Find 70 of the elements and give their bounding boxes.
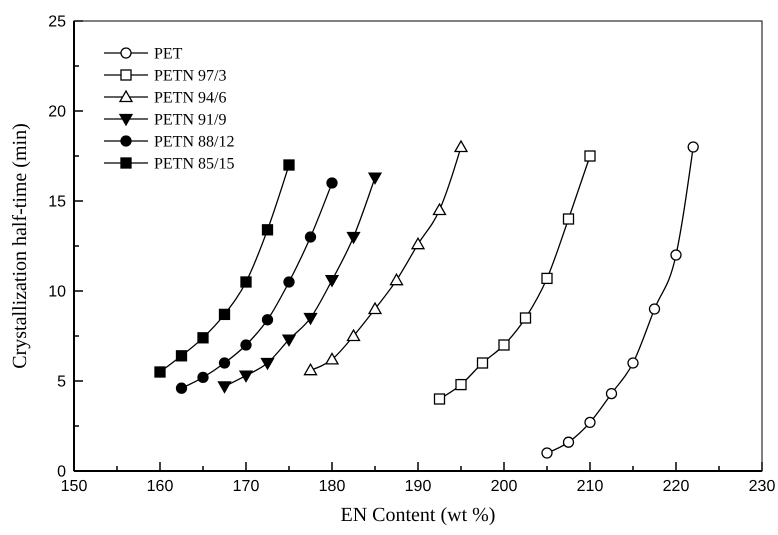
point <box>648 303 660 315</box>
legend-label: PETN 94/6 <box>154 90 226 107</box>
point <box>627 357 639 369</box>
y-axis-title: Crystallization half-time (min) <box>9 123 31 369</box>
x-tick-label: 210 <box>576 478 604 495</box>
point <box>606 388 618 400</box>
x-tick-label: 170 <box>232 478 260 495</box>
point <box>304 364 318 376</box>
point <box>584 416 596 428</box>
point <box>283 276 295 288</box>
point <box>390 274 404 286</box>
x-tick-label: 150 <box>60 478 88 495</box>
point <box>562 213 574 225</box>
point <box>240 276 252 288</box>
point <box>432 203 446 216</box>
point <box>520 312 532 324</box>
y-tick-label: 20 <box>48 104 66 121</box>
point <box>584 150 596 162</box>
y-tick-label: 15 <box>48 194 66 211</box>
point <box>176 382 188 394</box>
x-tick-label: 230 <box>748 478 776 495</box>
point <box>283 159 295 171</box>
point <box>326 177 338 189</box>
point <box>346 329 360 342</box>
point <box>239 370 253 382</box>
point <box>562 436 574 448</box>
point <box>688 141 699 153</box>
point <box>368 172 382 184</box>
y-tick-label: 10 <box>48 284 66 301</box>
point <box>262 314 274 326</box>
legend-label: PET <box>154 46 183 63</box>
point <box>304 231 316 243</box>
y-tick-label: 0 <box>57 464 66 481</box>
x-tick-label: 190 <box>404 478 432 495</box>
legend-label: PETN 91/9 <box>154 112 226 129</box>
y-tick-label: 25 <box>48 14 66 31</box>
point <box>670 249 682 261</box>
point <box>262 224 274 236</box>
point <box>455 378 467 390</box>
point <box>325 275 339 287</box>
point <box>218 308 230 320</box>
legend-label: PETN 97/3 <box>154 68 226 85</box>
point <box>541 272 553 284</box>
x-tick-label: 200 <box>490 478 518 495</box>
legend-label: PETN 85/15 <box>154 156 234 173</box>
point <box>325 352 339 365</box>
x-tick-label: 220 <box>662 478 690 495</box>
point <box>346 232 360 244</box>
x-tick-label: 180 <box>318 478 346 495</box>
point <box>541 447 553 459</box>
point <box>476 357 488 369</box>
legend-label: PETN 88/12 <box>154 134 234 151</box>
x-axis-title: EN Content (wt %) <box>340 504 496 526</box>
point <box>498 339 510 351</box>
y-tick-label: 5 <box>57 374 66 391</box>
point <box>240 339 252 351</box>
point <box>154 366 166 378</box>
x-tick-label: 160 <box>146 478 174 495</box>
point <box>368 302 382 314</box>
point <box>282 334 296 346</box>
point <box>260 358 274 370</box>
point <box>454 140 468 152</box>
point <box>218 381 232 394</box>
point <box>197 372 209 384</box>
point <box>411 238 425 250</box>
point <box>304 312 318 325</box>
point <box>197 332 209 344</box>
point <box>176 350 188 362</box>
point <box>434 393 446 405</box>
point <box>218 357 230 369</box>
